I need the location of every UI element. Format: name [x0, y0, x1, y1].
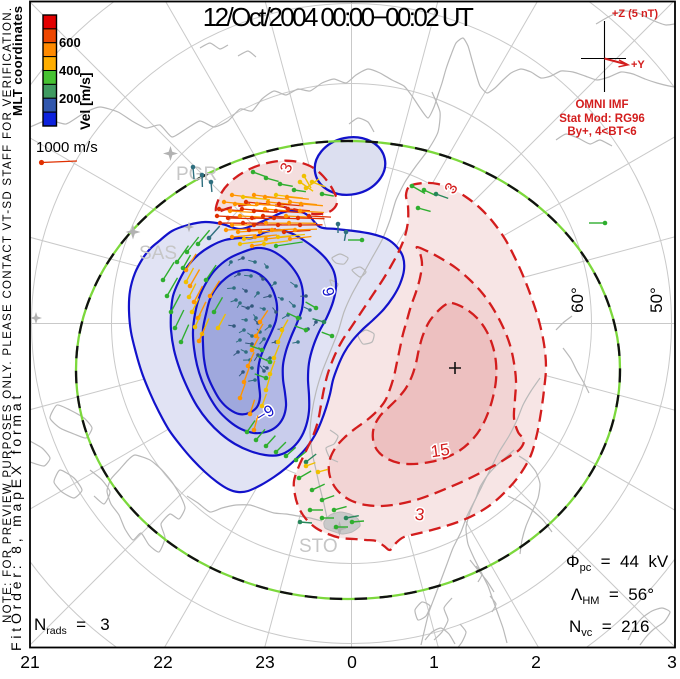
svg-text:+Y: +Y: [631, 59, 645, 71]
svg-text:22: 22: [153, 652, 172, 672]
svg-text:Nrads = 3: Nrads = 3: [34, 615, 110, 637]
svg-text:Stat Mod: RG96: Stat Mod: RG96: [559, 113, 645, 125]
svg-text:2: 2: [531, 652, 541, 672]
svg-text:12/Oct/2004 00:00−00:02 UT: 12/Oct/2004 00:00−00:02 UT: [203, 2, 474, 32]
svg-text:1000 m/s: 1000 m/s: [36, 139, 98, 156]
svg-text:STO: STO: [299, 536, 338, 557]
svg-text:OMNI IMF: OMNI IMF: [575, 99, 628, 111]
svg-text:By+, 4<BT<6: By+, 4<BT<6: [567, 126, 636, 138]
svg-text:50°: 50°: [647, 287, 666, 313]
svg-text:FitOrder: 8, mapEX format: FitOrder: 8, mapEX format: [8, 392, 24, 651]
svg-text:15: 15: [430, 440, 451, 461]
svg-text:0: 0: [347, 652, 357, 672]
svg-text:600: 600: [59, 35, 81, 50]
svg-text:1: 1: [429, 652, 439, 672]
svg-text:3: 3: [667, 652, 677, 672]
svg-text:SAS: SAS: [139, 243, 177, 264]
svg-text:Vel [m/s]: Vel [m/s]: [77, 72, 93, 130]
svg-text:+Z (5 nT): +Z (5 nT): [612, 8, 658, 20]
svg-text:60°: 60°: [568, 287, 587, 313]
svg-text:Nvc = 216: Nvc = 216: [569, 617, 649, 639]
svg-text:23: 23: [255, 652, 274, 672]
svg-text:21: 21: [20, 652, 39, 672]
